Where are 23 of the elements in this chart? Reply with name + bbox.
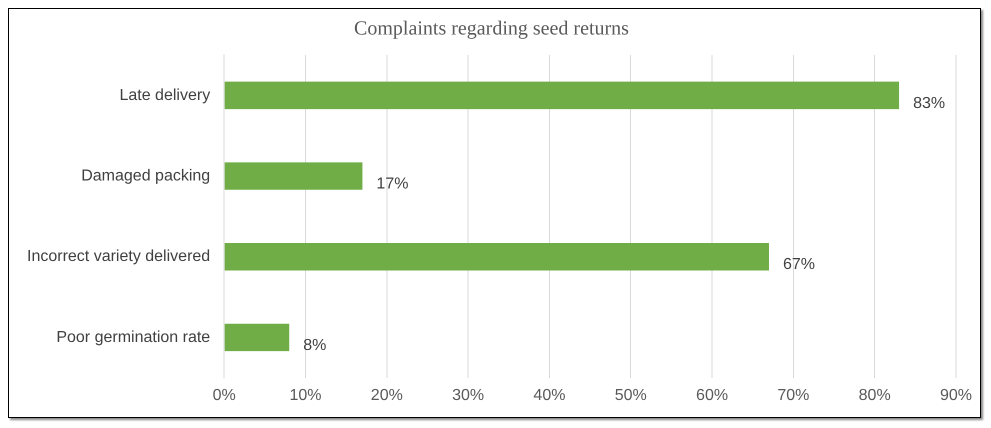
bar (224, 324, 290, 352)
x-tick-label: 50% (614, 386, 647, 404)
x-tick-label: 40% (533, 386, 566, 404)
bar (224, 162, 362, 190)
data-label: 8% (303, 336, 326, 354)
y-tick-label: Poor germination rate (56, 328, 210, 346)
y-tick-label: Incorrect variety delivered (27, 248, 210, 266)
y-tick-label: Late delivery (119, 86, 210, 104)
data-label: 17% (376, 175, 408, 192)
x-tick-label: 70% (777, 386, 810, 404)
chart-title: Complaints regarding seed returns (354, 17, 630, 40)
x-tick-label: 0% (212, 386, 236, 404)
x-tick-label: 30% (452, 386, 484, 404)
x-tick-label: 10% (289, 386, 322, 404)
x-tick-label: 20% (370, 386, 403, 404)
data-label: 83% (913, 94, 946, 112)
x-tick-label: 60% (696, 386, 728, 404)
x-tick-label: 80% (858, 386, 891, 404)
data-label: 67% (782, 256, 816, 274)
bar (224, 243, 769, 270)
bar (224, 82, 900, 110)
y-tick-label: Damaged packing (81, 167, 210, 184)
x-tick-label: 90% (940, 386, 972, 404)
